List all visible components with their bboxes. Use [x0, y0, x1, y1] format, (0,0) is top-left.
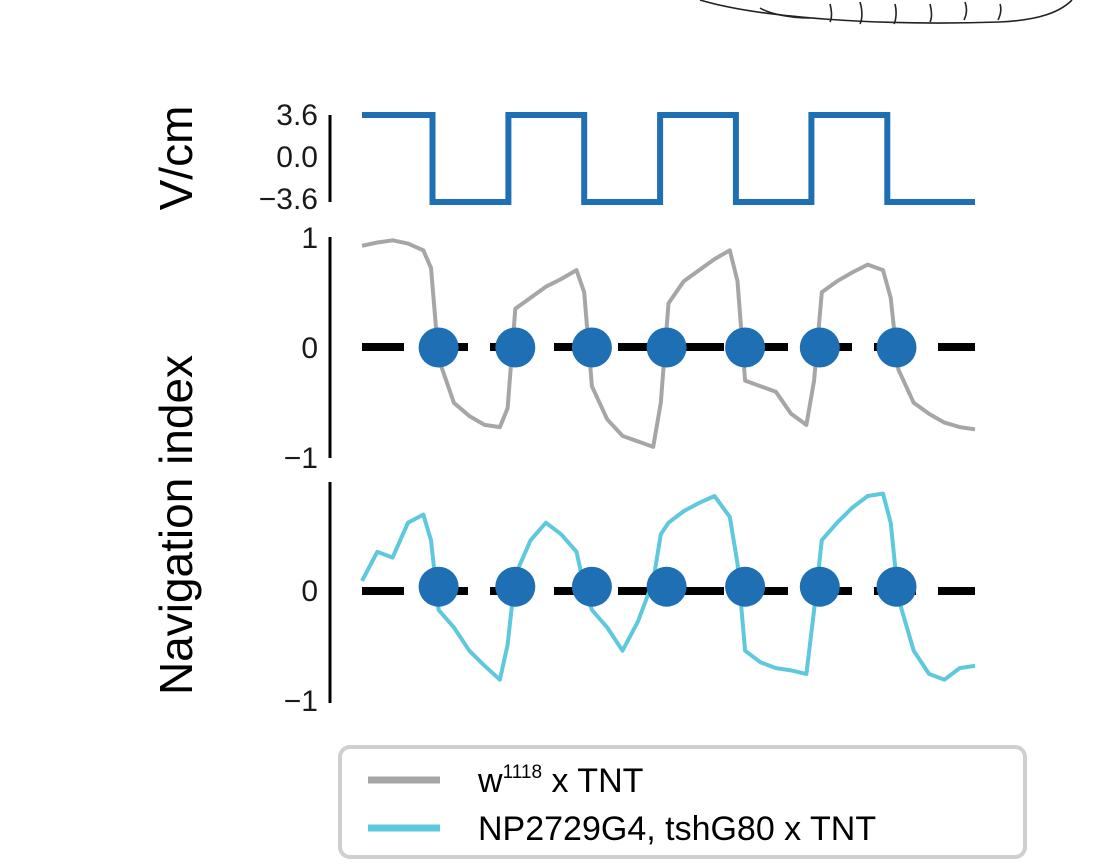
legend: w1118 x TNT NP2729G4, tshG80 x TNT: [338, 745, 1027, 859]
larva-drawing: [699, 0, 1073, 25]
crossing-marker: [571, 327, 612, 368]
legend-label-control: w1118 x TNT: [477, 762, 643, 800]
crossing-marker: [495, 566, 536, 607]
experimental-markers: [418, 566, 917, 607]
crossing-marker: [799, 566, 840, 607]
voltage-tick-label: 3.6: [276, 99, 318, 132]
legend-label-rest: x TNT: [542, 762, 643, 800]
control-tick-label: 0: [301, 332, 318, 365]
control-markers: [418, 327, 917, 368]
crossing-marker: [876, 327, 917, 368]
crossing-marker: [418, 327, 459, 368]
control-tick-label: 1: [301, 222, 318, 255]
voltage-tick-label: 0.0: [276, 141, 318, 174]
voltage-axis-label: V/cm: [150, 106, 202, 211]
crossing-marker: [646, 566, 687, 607]
crossing-marker: [876, 566, 917, 607]
legend-label-base: NP2729G4, tshG80 x TNT: [478, 810, 876, 848]
voltage-tick-label: −3.6: [259, 183, 318, 216]
legend-label-experimental: NP2729G4, tshG80 x TNT: [478, 810, 876, 848]
crossing-marker: [495, 327, 536, 368]
crossing-marker: [418, 566, 459, 607]
control-panel: 1 0 −1: [284, 222, 976, 475]
experimental-series-line: [360, 491, 976, 682]
control-tick-label: −1: [284, 442, 318, 475]
voltage-panel: 3.6 0.0 −3.6 V/cm: [150, 99, 975, 216]
crossing-marker: [725, 566, 766, 607]
crossing-marker: [571, 566, 612, 607]
legend-label-base: w: [477, 762, 503, 800]
experimental-tick-label: −1: [284, 685, 318, 718]
crossing-marker: [799, 327, 840, 368]
experimental-panel: 0 −1: [284, 482, 976, 718]
legend-box: [338, 745, 1027, 859]
crossing-marker: [725, 327, 766, 368]
voltage-series-line: [362, 112, 975, 205]
experimental-tick-label: 0: [301, 575, 318, 608]
navigation-axis-label: Navigation index: [150, 355, 202, 695]
crossing-marker: [646, 327, 687, 368]
legend-label-superscript: 1118: [503, 762, 542, 783]
